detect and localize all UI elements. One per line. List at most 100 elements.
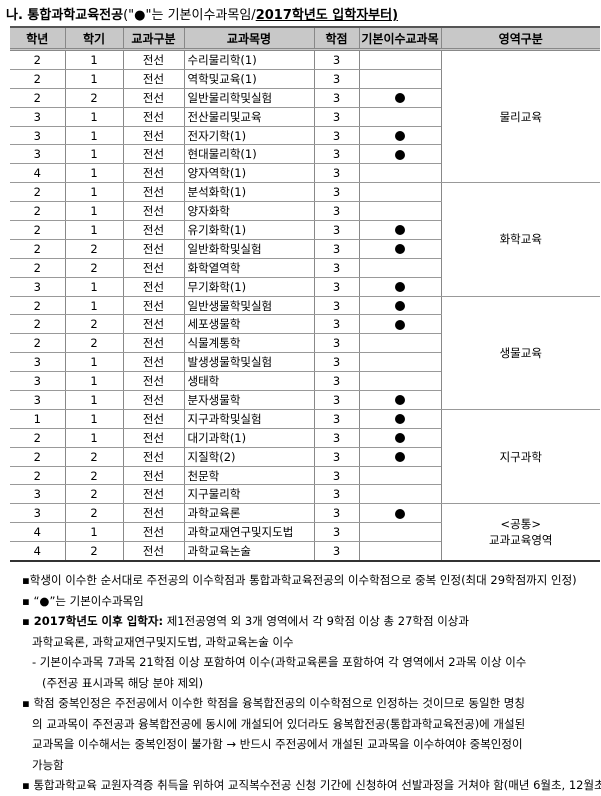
cell-sem: 1 xyxy=(64,49,123,70)
cell-year: 4 xyxy=(10,163,65,184)
cell-credit: 3 xyxy=(313,447,359,467)
table-row: 2 1 전선 역학및교육(1) 3 xyxy=(10,69,600,89)
cell-sem: 1 xyxy=(64,107,123,127)
basic-course-dot-icon xyxy=(395,414,405,425)
note-1: ▪학생이 이수한 순서대로 주전공의 이수학점과 통합과학교육전공의 이수학점으… xyxy=(22,573,577,587)
table-row: 2 1 전선 일반생물학및실험 3 생물교육 xyxy=(10,296,600,410)
table-row: 2 1 전선 분석화학(1) 3 화학교육 xyxy=(10,182,600,297)
cell-year: 2 xyxy=(10,201,65,222)
cell-name: 생태학 xyxy=(183,371,314,392)
table-row: 3 2 전선 과학교육론 3 <공통> 교과교육영역 xyxy=(10,503,600,563)
cell-name: 분자생물학 xyxy=(183,390,314,410)
cell-type: 전선 xyxy=(122,163,184,184)
cell-basic xyxy=(358,107,441,127)
cell-type: 전선 xyxy=(122,522,184,543)
cell-credit: 3 xyxy=(313,258,359,278)
cell-name: 발생생물학및실험 xyxy=(183,352,314,373)
note-5-cont2: 교과목을 이수해서는 중복인정이 불가함 → 반드시 주전공에서 개설된 교과목… xyxy=(32,737,523,751)
cell-sem: 2 xyxy=(64,466,123,486)
cell-year: 2 xyxy=(10,258,65,278)
note-3: ▪ 2017학년도 이후 입학자: 제1전공영역 외 3개 영역에서 각 9학점… xyxy=(22,611,600,632)
cell-year: 4 xyxy=(10,522,65,543)
cell-name: 과학교육론 xyxy=(183,503,314,524)
column-header: 학년 xyxy=(10,26,65,51)
cell-name: 과학교재연구및지도법 xyxy=(183,522,314,543)
cell-basic xyxy=(358,371,441,392)
cell-sem: 1 xyxy=(64,296,123,316)
basic-course-dot-icon xyxy=(395,301,405,312)
cell-sem: 1 xyxy=(64,390,123,410)
cell-year: 3 xyxy=(10,503,65,524)
cell-basic xyxy=(358,277,441,297)
basic-course-dot-icon xyxy=(395,149,405,160)
cell-credit: 3 xyxy=(313,69,359,89)
cell-name: 지구물리학 xyxy=(183,484,314,505)
cell-type: 전선 xyxy=(122,503,184,524)
cell-name: 양자역학(1) xyxy=(183,163,314,184)
cell-sem: 1 xyxy=(64,144,123,165)
table-row: 2 2 전선 천문학 3 xyxy=(10,466,600,486)
cell-credit: 3 xyxy=(313,239,359,259)
cell-basic xyxy=(358,201,441,222)
cell-basic xyxy=(358,522,441,543)
cell-sem: 2 xyxy=(64,503,123,524)
table-row: 3 1 전선 전산물리및교육 3 xyxy=(10,107,600,127)
table-row: 2 1 전선 양자화학 3 xyxy=(10,201,600,222)
cell-credit: 3 xyxy=(313,201,359,222)
table-row: 2 2 전선 일반화학및실험 3 xyxy=(10,239,600,259)
note-3-text: 제1전공영역 외 3개 영역에서 각 9학점 이상 총 27학점 이상과 xyxy=(166,614,469,628)
cell-name: 화학열역학 xyxy=(183,258,314,278)
cell-year: 2 xyxy=(10,428,65,448)
cell-year: 3 xyxy=(10,371,65,392)
cell-sem: 2 xyxy=(64,541,123,563)
table-row: 4 2 전선 과학교육논술 3 xyxy=(10,541,600,563)
cell-basic xyxy=(358,541,441,563)
cell-name: 전산물리및교육 xyxy=(183,107,314,127)
cell-sem: 2 xyxy=(64,484,123,505)
table-row: 1 1 전선 지구과학및실험 3 지구과학 xyxy=(10,409,600,505)
cell-credit: 3 xyxy=(313,409,359,429)
section-title: 나. 통합과학교육전공("●"는 기본이수과목임/2017학년도 입학자부터) xyxy=(6,4,398,23)
cell-credit: 3 xyxy=(313,182,359,203)
cell-type: 전선 xyxy=(122,277,184,297)
table-row: 2 1 전선 수리물리학(1) 3 물리교육 xyxy=(10,49,600,184)
cell-year: 2 xyxy=(10,69,65,89)
cell-basic xyxy=(358,239,441,259)
basic-course-dot-icon xyxy=(395,244,405,255)
cell-type: 전선 xyxy=(122,144,184,165)
cell-basic xyxy=(358,484,441,505)
cell-basic xyxy=(358,352,441,373)
cell-year: 2 xyxy=(10,220,65,240)
cell-sem: 1 xyxy=(64,371,123,392)
cell-type: 전선 xyxy=(122,333,184,354)
cell-credit: 3 xyxy=(313,466,359,486)
note-4-cont: (주전공 표시과목 해당 분야 제외) xyxy=(42,675,204,690)
cell-basic xyxy=(358,314,441,335)
cell-type: 전선 xyxy=(122,447,184,467)
basic-course-dot-icon xyxy=(395,93,405,104)
table-row: 3 1 전선 전자기학(1) 3 xyxy=(10,126,600,146)
cell-type: 전선 xyxy=(122,182,184,203)
cell-basic xyxy=(358,163,441,184)
cell-sem: 2 xyxy=(64,333,123,354)
cell-sem: 1 xyxy=(64,69,123,89)
table-row: 2 2 전선 식물계통학 3 xyxy=(10,333,600,354)
cell-sem: 1 xyxy=(64,277,123,297)
cell-name: 지구과학및실험 xyxy=(183,409,314,429)
table-row: 3 1 전선 분자생물학 3 xyxy=(10,390,600,410)
cell-credit: 3 xyxy=(313,126,359,146)
cell-basic xyxy=(358,503,441,524)
note-5-cont1: 의 교과목이 주전공과 융복합전공에 동시에 개설되어 있더라도 융복합전공(통… xyxy=(32,716,526,731)
cell-name: 지질학(2) xyxy=(183,447,314,467)
cell-type: 전선 xyxy=(122,371,184,392)
cell-credit: 3 xyxy=(313,333,359,354)
cell-basic xyxy=(358,144,441,165)
cell-name: 현대물리학(1) xyxy=(183,144,314,165)
cell-type: 전선 xyxy=(122,314,184,335)
note-4: - 기본이수과목 7과목 21학점 이상 포함하여 이수(과학교육론을 포함하여… xyxy=(32,655,527,669)
cell-credit: 3 xyxy=(313,428,359,448)
cell-type: 전선 xyxy=(122,409,184,429)
cell-credit: 3 xyxy=(313,352,359,373)
cell-name: 천문학 xyxy=(183,466,314,486)
column-header: 교과구분 xyxy=(122,26,184,51)
